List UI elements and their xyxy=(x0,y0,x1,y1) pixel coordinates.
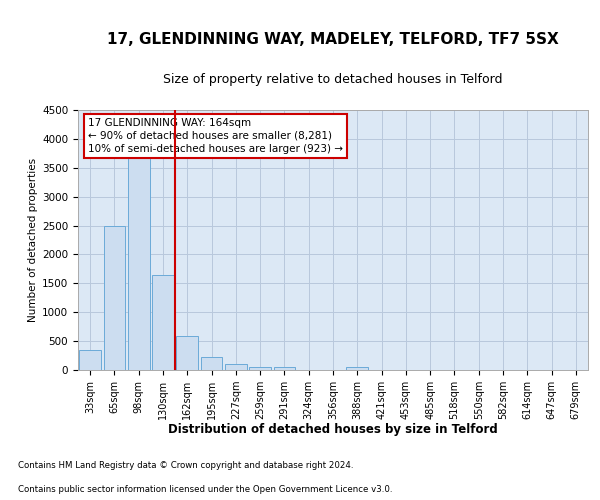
Bar xyxy=(104,226,125,370)
Bar xyxy=(249,367,271,370)
Bar xyxy=(225,364,247,370)
Text: 17 GLENDINNING WAY: 164sqm
← 90% of detached houses are smaller (8,281)
10% of s: 17 GLENDINNING WAY: 164sqm ← 90% of deta… xyxy=(88,118,343,154)
Text: 17, GLENDINNING WAY, MADELEY, TELFORD, TF7 5SX: 17, GLENDINNING WAY, MADELEY, TELFORD, T… xyxy=(107,32,559,48)
Bar xyxy=(152,274,174,370)
Bar xyxy=(128,154,149,370)
Bar xyxy=(274,367,295,370)
Bar xyxy=(79,350,101,370)
Bar xyxy=(176,336,198,370)
Text: Size of property relative to detached houses in Telford: Size of property relative to detached ho… xyxy=(163,74,503,86)
Text: Distribution of detached houses by size in Telford: Distribution of detached houses by size … xyxy=(168,424,498,436)
Bar xyxy=(346,367,368,370)
Bar xyxy=(200,358,223,370)
Text: Contains public sector information licensed under the Open Government Licence v3: Contains public sector information licen… xyxy=(18,486,392,494)
Text: Contains HM Land Registry data © Crown copyright and database right 2024.: Contains HM Land Registry data © Crown c… xyxy=(18,460,353,469)
Y-axis label: Number of detached properties: Number of detached properties xyxy=(28,158,38,322)
